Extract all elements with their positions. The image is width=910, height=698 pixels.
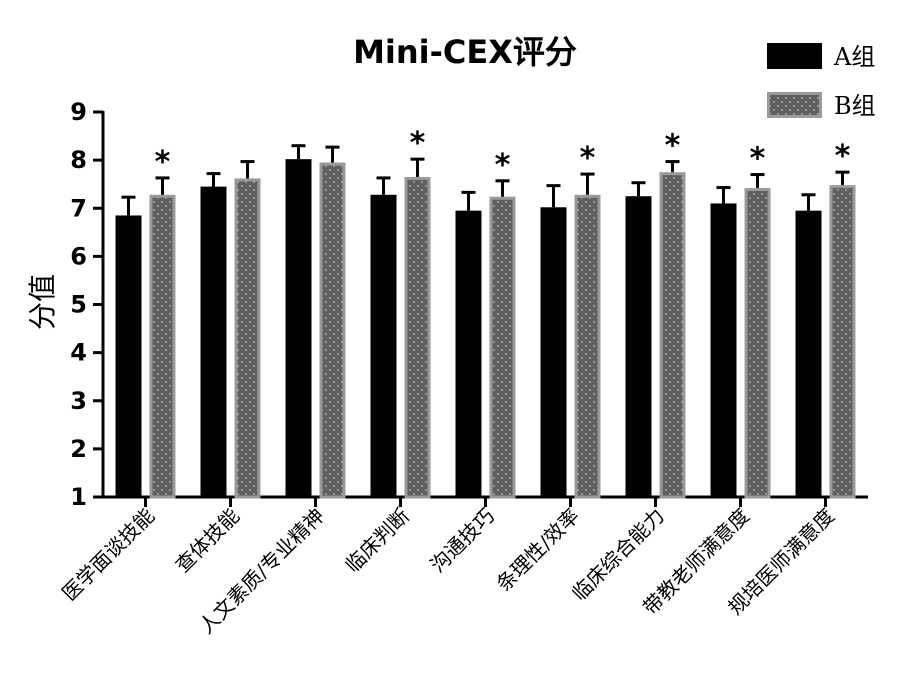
y-tick-label-5: 6	[70, 242, 87, 270]
significance-star-5: *	[580, 141, 596, 176]
significance-layer: * * * * * * *	[155, 126, 851, 183]
bar-b-8	[829, 185, 856, 499]
bar-b-5	[574, 194, 601, 499]
axes: 1 2 3 4 5 6 7 8 9	[70, 98, 868, 511]
y-tick-label-0: 1	[70, 483, 87, 511]
error-bars-layer	[121, 144, 850, 216]
bar-a-7	[710, 203, 737, 497]
chart-title: Mini-CEX评分	[353, 33, 577, 71]
y-tick-label-3: 4	[70, 339, 87, 367]
significance-star-6: *	[665, 129, 681, 164]
bar-b-0	[149, 194, 176, 499]
bar-b-2	[319, 162, 346, 499]
bar-a-0	[115, 215, 142, 497]
legend-label-a: A组	[833, 43, 875, 71]
y-tick-label-2: 3	[70, 387, 87, 415]
bar-a-2	[285, 159, 312, 497]
bar-b-3	[404, 176, 431, 499]
x-tick-label-3: 临床判断	[340, 504, 414, 578]
y-tick-label-8: 9	[70, 98, 87, 126]
y-axis-label: 分值	[26, 274, 59, 330]
y-tick-label-4: 5	[70, 291, 87, 319]
significance-star-0: *	[155, 145, 171, 180]
legend-swatch-a	[767, 43, 822, 69]
legend-swatch-b	[767, 92, 822, 118]
bar-b-1	[234, 178, 261, 499]
bar-b-4	[489, 196, 516, 499]
y-tick-label-6: 7	[70, 194, 87, 222]
y-tick-label-1: 2	[70, 435, 87, 463]
bar-a-8	[795, 210, 822, 497]
significance-star-8: *	[835, 139, 851, 174]
bar-a-6	[625, 196, 652, 497]
bar-a-1	[200, 186, 227, 497]
x-tick-label-5: 条理性/效率	[492, 504, 584, 596]
x-tick-label-4: 沟通技巧	[425, 504, 499, 578]
significance-star-3: *	[410, 126, 426, 161]
bar-a-4	[455, 210, 482, 497]
bar-b-7	[744, 188, 771, 499]
bar-b-6	[659, 172, 686, 499]
x-tick-label-0: 医学面谈技能	[57, 504, 159, 606]
y-tick-label-7: 8	[70, 146, 87, 174]
bars-layer	[115, 159, 856, 499]
legend: A组 B组	[767, 43, 876, 120]
x-tick-label-1: 查体技能	[170, 504, 244, 578]
significance-star-4: *	[495, 148, 511, 183]
legend-label-b: B组	[834, 92, 876, 120]
bar-a-5	[540, 207, 567, 497]
significance-star-7: *	[750, 142, 766, 177]
bar-a-3	[370, 194, 397, 497]
